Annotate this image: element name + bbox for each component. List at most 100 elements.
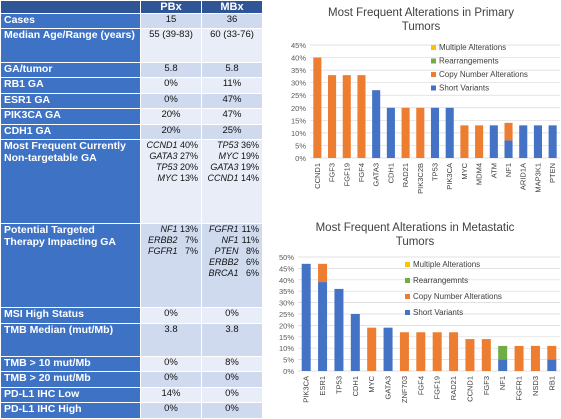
gene-entry: CCND1 14% <box>207 173 260 184</box>
x-category-label: FGF3 <box>328 163 337 182</box>
gene-name: GATA3 <box>149 151 178 162</box>
x-category-label: CCND1 <box>313 163 322 189</box>
x-category-label: CCND1 <box>465 376 474 402</box>
y-tick-label: 30% <box>279 299 294 308</box>
chart-metastatic: 0% 5% 10% 15% 20% 25% 30% 35% 40% 45% 50% PIK3CA ESR… <box>279 253 560 403</box>
bar-segment <box>530 345 540 371</box>
row-label: PD-L1 IHC Low <box>0 386 141 404</box>
mbx-value: 0% <box>201 386 263 404</box>
bar-segment <box>548 125 557 158</box>
mbx-value: 47% <box>201 108 263 125</box>
pbx-value: 0% <box>140 92 202 110</box>
gene-name: CCND1 <box>207 173 239 184</box>
pbx-value: 0% <box>140 77 202 94</box>
gene-percent: 19% <box>240 151 259 162</box>
gene-entry: BRCA1 6% <box>207 268 260 279</box>
pbx-value: 5.8 <box>140 61 202 79</box>
pbx-value: 0% <box>140 355 202 373</box>
x-category-label: ATM <box>489 163 498 178</box>
gene-percent: 13% <box>179 224 198 235</box>
bar-segment <box>445 107 454 158</box>
x-category-label: ZNF703 <box>400 376 409 403</box>
bar-segment <box>318 263 328 283</box>
mbx-value: 60 (33-76) <box>201 28 263 63</box>
y-tick-label: 5% <box>295 141 306 150</box>
mbx-value: 36 <box>201 12 263 30</box>
bar-segment <box>357 75 366 158</box>
bar-segment <box>401 107 410 158</box>
table-row: TMB Median (mut/Mb) 3.8 3.8 <box>0 322 263 357</box>
bar-segment <box>383 327 393 371</box>
legend-swatch <box>405 310 410 315</box>
legend-label: Multiple Alterations <box>413 260 480 269</box>
y-tick-label: 20% <box>291 104 306 113</box>
bar-segment <box>460 125 469 158</box>
bar-segment <box>504 140 513 158</box>
gene-entry: ERBB2 7% <box>146 235 198 246</box>
chart-title-primary: Most Frequent Alterations in Primary Tum… <box>328 7 514 33</box>
gene-percent: 20% <box>179 162 198 173</box>
legend-swatch <box>431 45 436 50</box>
gene-percent: 11% <box>241 235 259 246</box>
x-category-label: TP53 <box>431 163 440 181</box>
x-category-label: NSD3 <box>531 376 540 396</box>
gene-entry: NF1 11% <box>207 235 260 246</box>
table-row: MSI High Status 0% 0% <box>0 307 263 324</box>
x-category-label: MYC <box>460 162 469 179</box>
gene-percent: 7% <box>184 235 198 246</box>
y-tick-label: 35% <box>291 66 306 75</box>
row-label: CDH1 GA <box>0 123 141 141</box>
bar-segment <box>498 345 508 360</box>
table-row: RB1 GA 0% 11% <box>0 77 263 94</box>
x-category-label: PTEN <box>548 163 557 183</box>
legend-swatch <box>431 58 436 64</box>
x-category-label: GATA3 <box>372 163 381 186</box>
table-row: TMB > 10 mut/Mb 0% 8% <box>0 355 263 373</box>
y-tick-label: 15% <box>291 116 306 125</box>
gene-name: MYC <box>218 151 239 162</box>
row-label: Most Frequent Currently Non-targetable G… <box>0 139 141 225</box>
gene-percent: 7% <box>184 246 198 257</box>
mbx-value: 8% <box>201 355 263 373</box>
bar-segment <box>416 107 425 158</box>
row-label: MSI High Status <box>0 307 141 324</box>
x-category-label: FGF19 <box>433 376 442 399</box>
bar-segment <box>399 332 409 371</box>
y-tick-label: 30% <box>291 79 306 88</box>
legend-label: Short Variants <box>413 308 463 317</box>
gene-name: FGFR1 <box>148 246 178 257</box>
row-label: Cases <box>0 12 141 30</box>
y-tick-label: 35% <box>279 287 294 296</box>
pbx-value: 0% <box>140 307 202 324</box>
bar-segment <box>547 345 557 360</box>
gene-name: NF1 <box>160 224 178 235</box>
row-label: PIK3CA GA <box>0 108 141 125</box>
gene-percent: 13% <box>179 173 198 184</box>
x-category-label: CDH1 <box>351 376 360 396</box>
bar-segment <box>313 57 322 158</box>
legend-swatch <box>405 294 410 299</box>
gene-name: PTEN <box>214 246 239 257</box>
pbx-value: 20% <box>140 123 202 141</box>
gene-percent: 6% <box>245 268 259 279</box>
gene-percent: 6% <box>245 257 259 268</box>
header-blank <box>0 0 141 14</box>
bar-segment <box>328 75 337 158</box>
gene-name: ERBB2 <box>209 257 239 268</box>
y-tick-label: 0% <box>295 154 306 163</box>
table-row: Median Age/Range (years) 55 (39-83) 60 (33… <box>0 28 263 63</box>
gene-entry: NF1 13% <box>146 224 199 235</box>
legend-label: Copy Number Alterations <box>413 292 502 301</box>
table-row: Most Frequent Currently Non-targetable G… <box>0 139 263 225</box>
row-label: GA/tumor <box>0 61 141 79</box>
legend-label: Copy Number Alterations <box>439 70 528 79</box>
mbx-value: 25% <box>201 123 263 141</box>
bar-segment <box>498 359 508 371</box>
row-label: PD-L1 IHC High <box>0 402 141 419</box>
table-row: PIK3CA GA 20% 47% <box>0 108 263 125</box>
row-label: Potential Targeted Therapy Impacting GA <box>0 223 141 309</box>
x-category-label: RAD21 <box>401 163 410 187</box>
gene-name: GATA3 <box>210 162 239 173</box>
x-category-label: TP53 <box>334 376 343 394</box>
table-row: PD-L1 IHC Low 14% 0% <box>0 386 263 404</box>
